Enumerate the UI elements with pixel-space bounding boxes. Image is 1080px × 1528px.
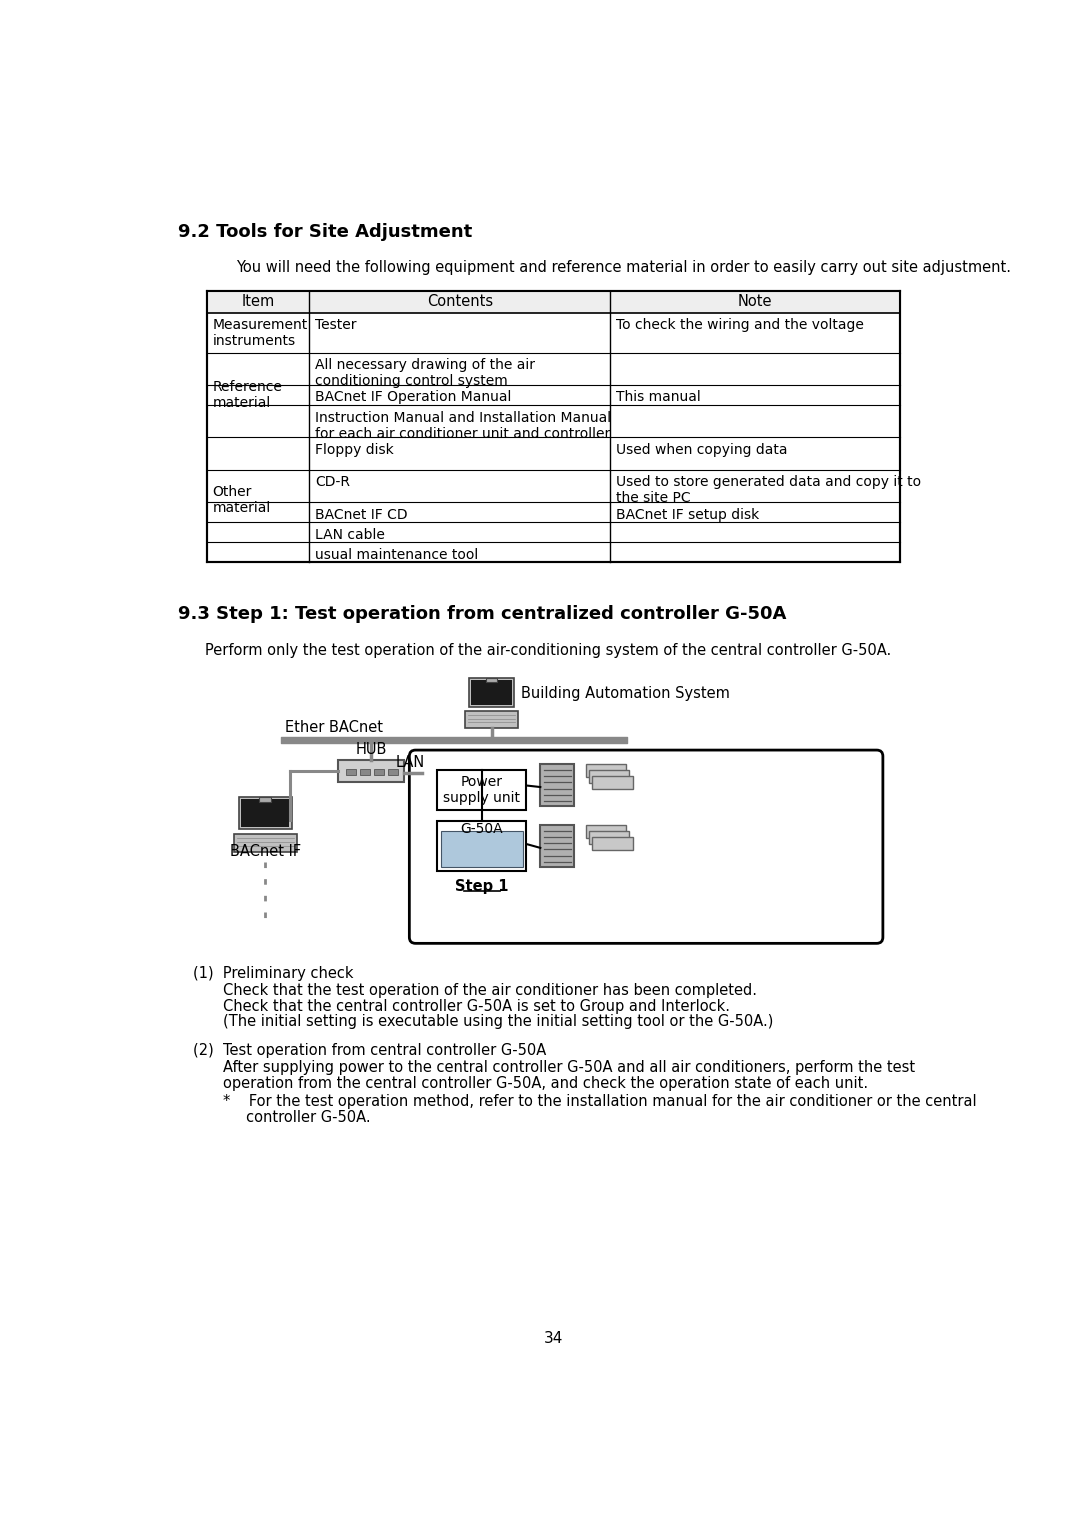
Bar <box>469 678 514 707</box>
Text: controller G-50A.: controller G-50A. <box>222 1109 370 1125</box>
Bar <box>464 711 518 727</box>
Bar <box>388 769 399 775</box>
Text: Used to store generated data and copy it to
the site PC: Used to store generated data and copy it… <box>616 475 920 506</box>
Bar <box>590 831 630 843</box>
Bar <box>233 834 297 853</box>
Text: BACnet IF Operation Manual: BACnet IF Operation Manual <box>314 391 511 405</box>
Text: Check that the central controller G-50A is set to Group and Interlock.: Check that the central controller G-50A … <box>222 999 730 1013</box>
Bar <box>540 764 575 807</box>
Text: Used when copying data: Used when copying data <box>616 443 787 457</box>
Text: (2)  Test operation from central controller G-50A: (2) Test operation from central controll… <box>193 1044 546 1059</box>
Bar <box>586 825 626 837</box>
Bar <box>241 799 289 827</box>
Text: (1)  Preliminary check: (1) Preliminary check <box>193 966 353 981</box>
Text: Tester: Tester <box>314 318 356 332</box>
Bar <box>360 769 370 775</box>
Text: Item: Item <box>242 295 274 310</box>
Bar <box>441 831 523 866</box>
Text: Contents: Contents <box>427 295 492 310</box>
Text: Check that the test operation of the air conditioner has been completed.: Check that the test operation of the air… <box>222 984 757 998</box>
Text: BACnet IF setup disk: BACnet IF setup disk <box>616 507 759 521</box>
Text: CD-R: CD-R <box>314 475 350 489</box>
Text: usual maintenance tool: usual maintenance tool <box>314 547 478 562</box>
Text: Step 1: Step 1 <box>455 879 509 894</box>
Text: Other
material: Other material <box>213 484 271 515</box>
Bar <box>347 769 356 775</box>
Text: To check the wiring and the voltage: To check the wiring and the voltage <box>616 318 863 332</box>
Text: HUB: HUB <box>355 743 387 756</box>
Text: Perform only the test operation of the air-conditioning system of the central co: Perform only the test operation of the a… <box>205 643 891 659</box>
Bar <box>471 680 512 704</box>
Text: Note: Note <box>738 295 772 310</box>
Bar <box>590 770 630 784</box>
Text: This manual: This manual <box>616 391 700 405</box>
Text: Power
supply unit: Power supply unit <box>443 775 521 805</box>
Text: Ether BACnet: Ether BACnet <box>284 720 382 735</box>
Bar <box>486 678 497 681</box>
Bar <box>207 292 900 313</box>
Bar <box>592 837 633 850</box>
Text: BACnet IF: BACnet IF <box>230 843 300 859</box>
Text: BACnet IF CD: BACnet IF CD <box>314 507 407 521</box>
Text: Measurement
instruments: Measurement instruments <box>213 318 308 348</box>
Bar <box>586 764 626 778</box>
Text: 9.3 Step 1: Test operation from centralized controller G-50A: 9.3 Step 1: Test operation from centrali… <box>177 605 786 622</box>
Bar <box>540 825 575 866</box>
Text: Building Automation System: Building Automation System <box>521 686 730 701</box>
Bar <box>437 821 526 871</box>
Text: (The initial setting is executable using the initial setting tool or the G-50A.): (The initial setting is executable using… <box>222 1015 773 1030</box>
Text: After supplying power to the central controller G-50A and all air conditioners, : After supplying power to the central con… <box>222 1060 915 1076</box>
Text: *    For the test operation method, refer to the installation manual for the air: * For the test operation method, refer t… <box>222 1094 976 1109</box>
FancyBboxPatch shape <box>409 750 882 943</box>
Text: Instruction Manual and Installation Manual
for each air conditioner unit and con: Instruction Manual and Installation Manu… <box>314 411 611 440</box>
Bar <box>338 759 404 782</box>
Text: 34: 34 <box>544 1331 563 1346</box>
Text: You will need the following equipment and reference material in order to easily : You will need the following equipment an… <box>235 260 1011 275</box>
Bar <box>592 776 633 790</box>
Bar <box>374 769 384 775</box>
Bar <box>239 798 292 830</box>
Text: All necessary drawing of the air
conditioning control system: All necessary drawing of the air conditi… <box>314 358 535 388</box>
Text: Reference
material: Reference material <box>213 380 282 410</box>
Bar <box>437 770 526 810</box>
Text: LAN: LAN <box>395 755 424 770</box>
Bar <box>259 798 271 802</box>
Text: LAN cable: LAN cable <box>314 527 384 541</box>
Text: 9.2 Tools for Site Adjustment: 9.2 Tools for Site Adjustment <box>177 223 472 241</box>
Bar <box>207 292 900 562</box>
Text: G-50A: G-50A <box>460 822 503 836</box>
Text: Floppy disk: Floppy disk <box>314 443 393 457</box>
Text: operation from the central controller G-50A, and check the operation state of ea: operation from the central controller G-… <box>222 1076 867 1091</box>
